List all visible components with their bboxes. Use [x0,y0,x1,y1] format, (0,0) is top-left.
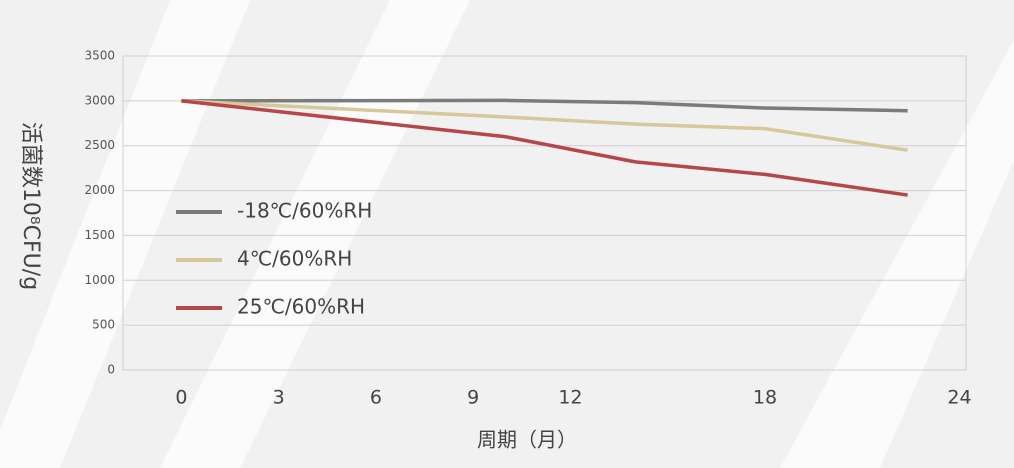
x-tick-label: 18 [753,387,777,409]
x-tick-label: 12 [558,387,582,409]
background-stripe [780,40,1014,468]
y-tick-label: 3500 [84,49,115,63]
x-tick-label: 6 [370,387,382,409]
series-line [181,98,908,113]
background-stripe [160,0,470,468]
legend-label: 4℃/60%RH [237,247,352,271]
x-tick-label: 24 [947,387,971,409]
series-line [181,99,908,152]
y-tick-label: 1000 [84,273,115,287]
y-tick-label: 3000 [84,93,115,107]
x-tick-label: 9 [467,387,479,409]
y-axis-label: 活菌数10⁸CFU/g [18,122,43,290]
y-tick-label: 500 [92,318,115,332]
background-stripe [0,0,250,468]
x-tick-label: 0 [175,387,187,409]
y-tick-label: 2500 [84,138,115,152]
y-tick-label: 2000 [84,183,115,197]
series-line [181,99,908,197]
legend-label: 25℃/60%RH [237,295,365,319]
x-tick-label: 3 [273,387,285,409]
x-axis-label: 周期（月） [477,428,577,452]
legend-label: -18℃/60%RH [237,199,372,223]
y-tick-label: 1500 [84,228,115,242]
y-tick-label: 0 [107,363,115,377]
